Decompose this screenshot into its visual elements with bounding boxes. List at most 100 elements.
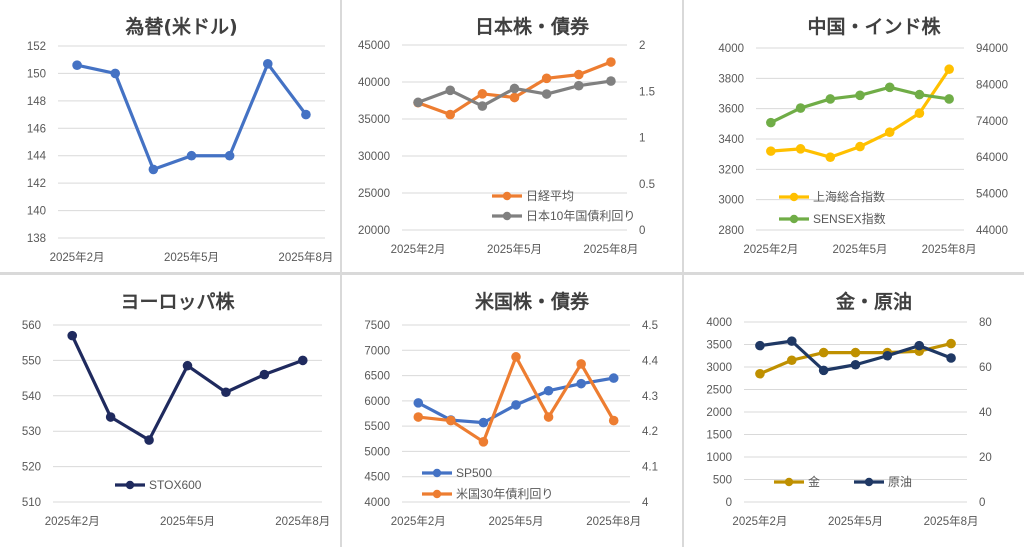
data-point [884, 82, 895, 93]
data-point [944, 64, 954, 75]
y-tick-label: 7000 [364, 345, 390, 357]
chart-title: 日本株・債券 [475, 15, 590, 38]
data-point [511, 400, 521, 410]
chart-title: ヨーロッパ株 [120, 290, 235, 313]
y2-tick-label: 74000 [976, 116, 1008, 128]
y2-tick-label: 4.1 [642, 462, 658, 474]
y-tick-label: 540 [22, 391, 41, 403]
data-point [478, 437, 489, 447]
data-point [148, 164, 159, 175]
y-tick-label: 2800 [718, 225, 744, 237]
y-tick-label: 152 [27, 41, 46, 53]
x-tick-label: 2025年2月 [743, 242, 798, 256]
x-tick-label: 2025年8月 [924, 514, 979, 528]
data-point [818, 347, 829, 358]
y-tick-label: 7500 [364, 320, 390, 332]
data-point [413, 97, 423, 108]
y-tick-label: 520 [22, 462, 41, 474]
y-tick-label: 6000 [364, 396, 390, 408]
y-tick-label: 5500 [364, 421, 390, 433]
data-point [944, 94, 954, 104]
x-tick-label: 2025年8月 [586, 514, 641, 528]
y2-tick-label: 84000 [976, 79, 1008, 91]
data-point [606, 76, 616, 86]
y-tick-label: 3000 [706, 362, 732, 374]
legend-marker [784, 477, 794, 487]
y2-tick-label: 80 [979, 317, 992, 329]
y2-tick-label: 64000 [976, 152, 1008, 164]
legend-label: SP500 [456, 466, 492, 480]
y-tick-label: 4000 [364, 497, 390, 509]
legend-marker [864, 477, 874, 487]
data-point [795, 144, 806, 154]
chart-panel-4: ヨーロッパ株 510 520 530 540 550 560 2025年2月 2025年5月 20… [0, 275, 340, 547]
y-tick-label: 5000 [364, 446, 390, 458]
chart-svg: 金・原油 0 500 1000 1500 2000 2500 3000 3500 4000 0 20 4… [706, 290, 992, 528]
data-point [67, 330, 78, 341]
legend-marker [789, 214, 799, 224]
data-point [478, 417, 489, 428]
x-tick-label: 2025年8月 [922, 242, 977, 256]
data-point [786, 336, 797, 346]
y2-tick-label: 2 [639, 40, 645, 52]
legend-label: SENSEX指数 [813, 211, 886, 226]
data-point [914, 340, 925, 351]
series-line [418, 355, 616, 444]
data-point [608, 415, 619, 426]
data-point [541, 89, 552, 99]
y-tick-label: 150 [27, 68, 46, 80]
data-point [882, 350, 893, 361]
y-tick-label: 2500 [706, 385, 732, 397]
legend-marker [502, 191, 512, 201]
data-point [884, 127, 895, 137]
data-point [914, 108, 925, 119]
legend-label: 金 [808, 474, 820, 489]
y-tick-label: 560 [22, 320, 41, 332]
y-tick-label: 3800 [718, 73, 744, 85]
legend-marker [789, 192, 799, 202]
x-tick-label: 2025年5月 [833, 242, 888, 256]
legend-label: 日本10年国債利回り [526, 208, 635, 223]
chart-panel-5: 米国株・債券 4000 4500 5000 5500 6000 6500 7000 7500 4 4… [342, 275, 682, 547]
data-point [541, 73, 552, 84]
y-tick-label: 1500 [706, 430, 732, 442]
legend-marker [125, 480, 135, 490]
chart-panel-3: 中国・インド株 2800 3000 3200 3400 3600 3800 4000 44000… [684, 0, 1024, 272]
y2-tick-label: 40 [979, 407, 992, 419]
y2-tick-label: 0 [979, 497, 985, 509]
y-tick-label: 6500 [364, 371, 390, 383]
chart-title: 為替(米ドル) [125, 15, 237, 38]
data-point [786, 355, 797, 366]
data-point [850, 359, 861, 370]
y2-tick-label: 0 [639, 225, 645, 237]
x-tick-label: 2025年8月 [583, 242, 638, 256]
data-point [259, 369, 270, 380]
y-tick-label: 144 [27, 151, 47, 163]
x-tick-label: 2025年5月 [160, 514, 215, 528]
legend-marker [432, 468, 442, 478]
y2-tick-label: 4.5 [642, 320, 658, 332]
y2-tick-label: 1.5 [639, 86, 655, 98]
data-point [262, 59, 273, 69]
data-point [543, 412, 554, 422]
data-point [608, 373, 619, 383]
x-tick-label: 2025年5月 [164, 250, 219, 264]
legend-marker [432, 489, 442, 499]
data-point [825, 152, 836, 162]
y-tick-label: 3400 [718, 134, 744, 146]
x-tick-label: 2025年5月 [487, 242, 542, 256]
data-point [850, 347, 861, 358]
data-point [144, 435, 154, 445]
x-tick-label: 2025年2月 [732, 514, 787, 528]
x-tick-label: 2025年2月 [391, 514, 446, 528]
data-point [946, 338, 956, 349]
chart-title: 米国株・債券 [475, 290, 590, 313]
data-point [795, 103, 806, 113]
y-tick-label: 35000 [358, 114, 390, 126]
data-point [110, 68, 121, 79]
legend-label: 原油 [888, 475, 912, 489]
y2-tick-label: 94000 [976, 43, 1008, 55]
data-point [72, 60, 82, 70]
legend-label: 上海総合指数 [813, 189, 885, 204]
x-tick-label: 2025年5月 [828, 514, 883, 528]
